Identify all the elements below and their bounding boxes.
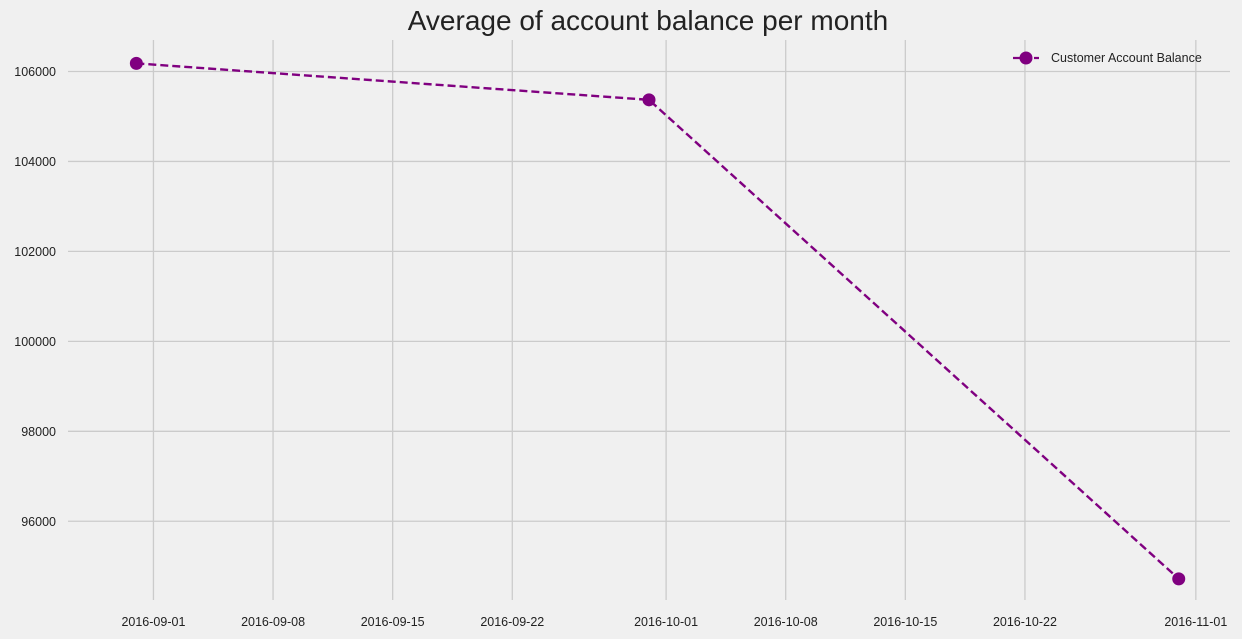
x-tick-label: 2016-11-01 xyxy=(1164,615,1227,629)
series xyxy=(129,56,1186,586)
x-tick-label: 2016-10-15 xyxy=(873,615,937,629)
x-tick-label: 2016-09-01 xyxy=(121,615,185,629)
y-tick-label: 106000 xyxy=(14,65,56,79)
x-tick-label: 2016-10-22 xyxy=(993,615,1057,629)
grid xyxy=(68,40,1230,600)
series-line xyxy=(136,62,1180,580)
y-tick-label: 96000 xyxy=(21,515,56,529)
data-point xyxy=(1172,572,1186,586)
data-point xyxy=(129,56,143,70)
y-tick-label: 104000 xyxy=(14,155,56,169)
legend: Customer Account Balance xyxy=(1013,51,1202,65)
x-tick-label: 2016-10-08 xyxy=(754,615,818,629)
y-tick-label: 98000 xyxy=(21,425,56,439)
x-tick-label: 2016-09-15 xyxy=(361,615,425,629)
x-tick-label: 2016-09-08 xyxy=(241,615,305,629)
legend-label: Customer Account Balance xyxy=(1051,51,1202,65)
x-tick-label: 2016-09-22 xyxy=(480,615,544,629)
y-tick-label: 102000 xyxy=(14,245,56,259)
data-point xyxy=(642,93,656,107)
chart-title: Average of account balance per month xyxy=(408,5,888,36)
legend-marker xyxy=(1019,51,1033,65)
tick-labels: 96000 98000 100000 102000 104000 106000 2016-0… xyxy=(14,65,1227,629)
y-tick-label: 100000 xyxy=(14,335,56,349)
x-tick-label: 2016-10-01 xyxy=(634,615,698,629)
